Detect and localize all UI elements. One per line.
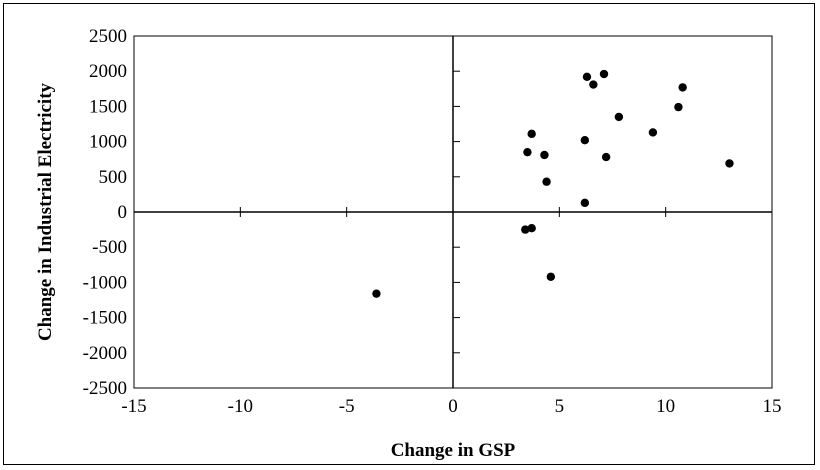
y-tick-label: -1000 (83, 272, 127, 293)
x-tick-label: 5 (555, 396, 565, 417)
data-point (527, 129, 536, 139)
ticks-layer (239, 70, 667, 354)
data-point (601, 152, 611, 162)
chart-frame: -15 -10 -5 0 5 10 15 2500 2000 1500 1000 500 0 -500 -1… (3, 3, 815, 465)
scatter-chart: -15 -10 -5 0 5 10 15 2500 2000 1500 1000 500 0 -500 -1… (35, 26, 782, 461)
x-tick-label: 0 (448, 396, 458, 417)
data-point (540, 150, 549, 160)
data-point (674, 102, 683, 112)
y-tick-label: 1000 (89, 132, 127, 153)
x-axis-title: Change in GSP (391, 440, 516, 461)
data-point (580, 198, 590, 208)
y-tick-label: 1500 (89, 96, 127, 117)
x-tick-label: -5 (339, 396, 355, 417)
axes-layer (134, 36, 772, 388)
x-tick-label: 15 (763, 396, 782, 417)
data-point (589, 80, 598, 89)
data-point (599, 69, 609, 79)
data-point (523, 147, 532, 157)
data-point (678, 83, 687, 92)
y-tick-label: -2500 (83, 378, 127, 399)
data-point (648, 128, 658, 137)
data-point (372, 289, 381, 298)
data-point (521, 225, 530, 234)
y-tick-label: 500 (99, 167, 128, 188)
data-point (580, 135, 590, 145)
points-layer (372, 69, 734, 298)
data-point (542, 177, 551, 186)
y-tick-label: 2500 (89, 26, 127, 47)
data-point (527, 223, 536, 233)
y-tick-label: 2000 (89, 61, 127, 82)
x-tick-label: 10 (656, 396, 675, 417)
data-point (546, 272, 556, 281)
data-point (614, 112, 624, 122)
y-tick-label: -500 (92, 237, 127, 258)
data-point (725, 159, 734, 168)
data-point (582, 72, 592, 82)
y-tick-label: 0 (118, 202, 128, 223)
y-axis-title: Change in Industrial Electricity (35, 82, 56, 341)
x-tick-label: -10 (228, 396, 253, 417)
x-tick-label: -15 (121, 396, 146, 417)
tick-labels-layer: -15 -10 -5 0 5 10 15 2500 2000 1500 1000 500 0 -500 -1… (83, 26, 782, 417)
y-tick-label: -1500 (83, 308, 127, 329)
y-tick-label: -2000 (83, 343, 127, 364)
